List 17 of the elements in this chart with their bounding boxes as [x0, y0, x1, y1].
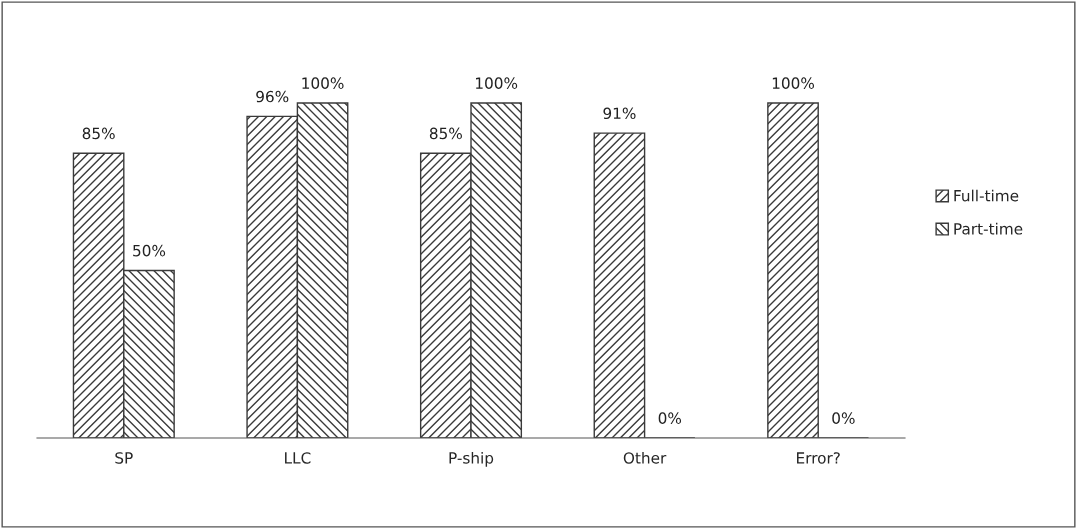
data-label: 85%: [429, 127, 462, 140]
legend-label: Full-time: [954, 189, 1019, 202]
data-label: 0%: [658, 412, 682, 424]
data-label: 91%: [603, 107, 636, 120]
x-tick-label: SP: [115, 452, 133, 464]
data-label: 85%: [82, 127, 115, 140]
x-tick-label: P-ship: [449, 451, 494, 467]
legend-label: Part-time: [954, 222, 1023, 235]
data-label: 100%: [772, 77, 815, 89]
x-tick-label: LLC: [285, 452, 311, 464]
data-label: 96%: [256, 90, 289, 103]
data-label: 50%: [133, 244, 166, 257]
x-tick-label: Error?: [797, 452, 840, 464]
data-label: 100%: [302, 77, 344, 89]
x-tick-label: Other: [623, 451, 667, 464]
data-label: 100%: [476, 77, 518, 89]
data-label: 0%: [832, 412, 855, 424]
